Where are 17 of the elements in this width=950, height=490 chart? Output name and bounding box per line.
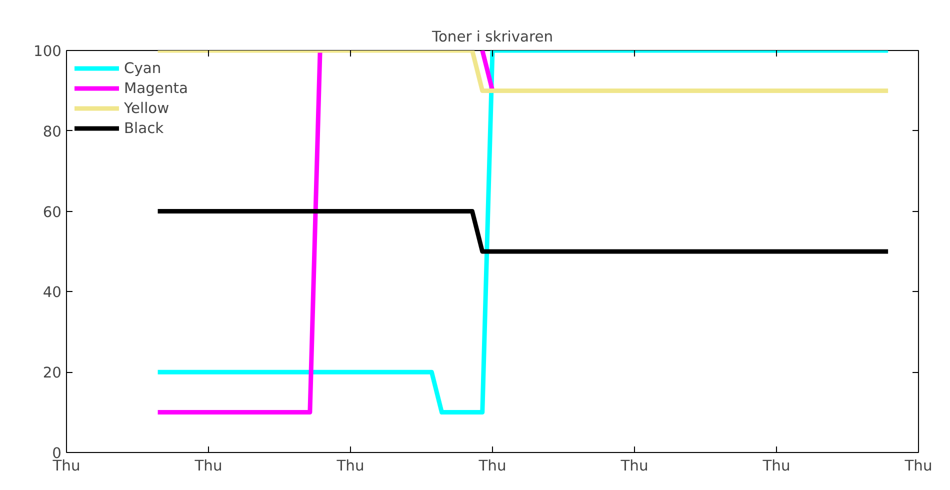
y-tick-label: 80 bbox=[42, 123, 62, 140]
x-tick-label: Thu bbox=[762, 458, 790, 474]
y-tick-label: 60 bbox=[42, 204, 62, 221]
x-tick-label: Thu bbox=[904, 458, 932, 474]
legend-label: Magenta bbox=[124, 80, 188, 96]
legend-label: Yellow bbox=[124, 100, 170, 116]
x-tick-label: Thu bbox=[478, 458, 506, 474]
x-tick-label: Thu bbox=[194, 458, 222, 474]
y-tick-label: 20 bbox=[42, 364, 62, 382]
chart-title: Toner i skrivaren bbox=[430, 28, 554, 46]
x-tick-label: Thu bbox=[336, 458, 364, 474]
y-tick-label: 100 bbox=[34, 43, 62, 60]
legend-label: Black bbox=[124, 120, 164, 136]
x-tick-label: Thu bbox=[620, 458, 648, 474]
y-tick-label: 40 bbox=[42, 284, 62, 302]
legend-label: Cyan bbox=[124, 60, 162, 76]
x-tick-label: Thu bbox=[52, 458, 80, 474]
